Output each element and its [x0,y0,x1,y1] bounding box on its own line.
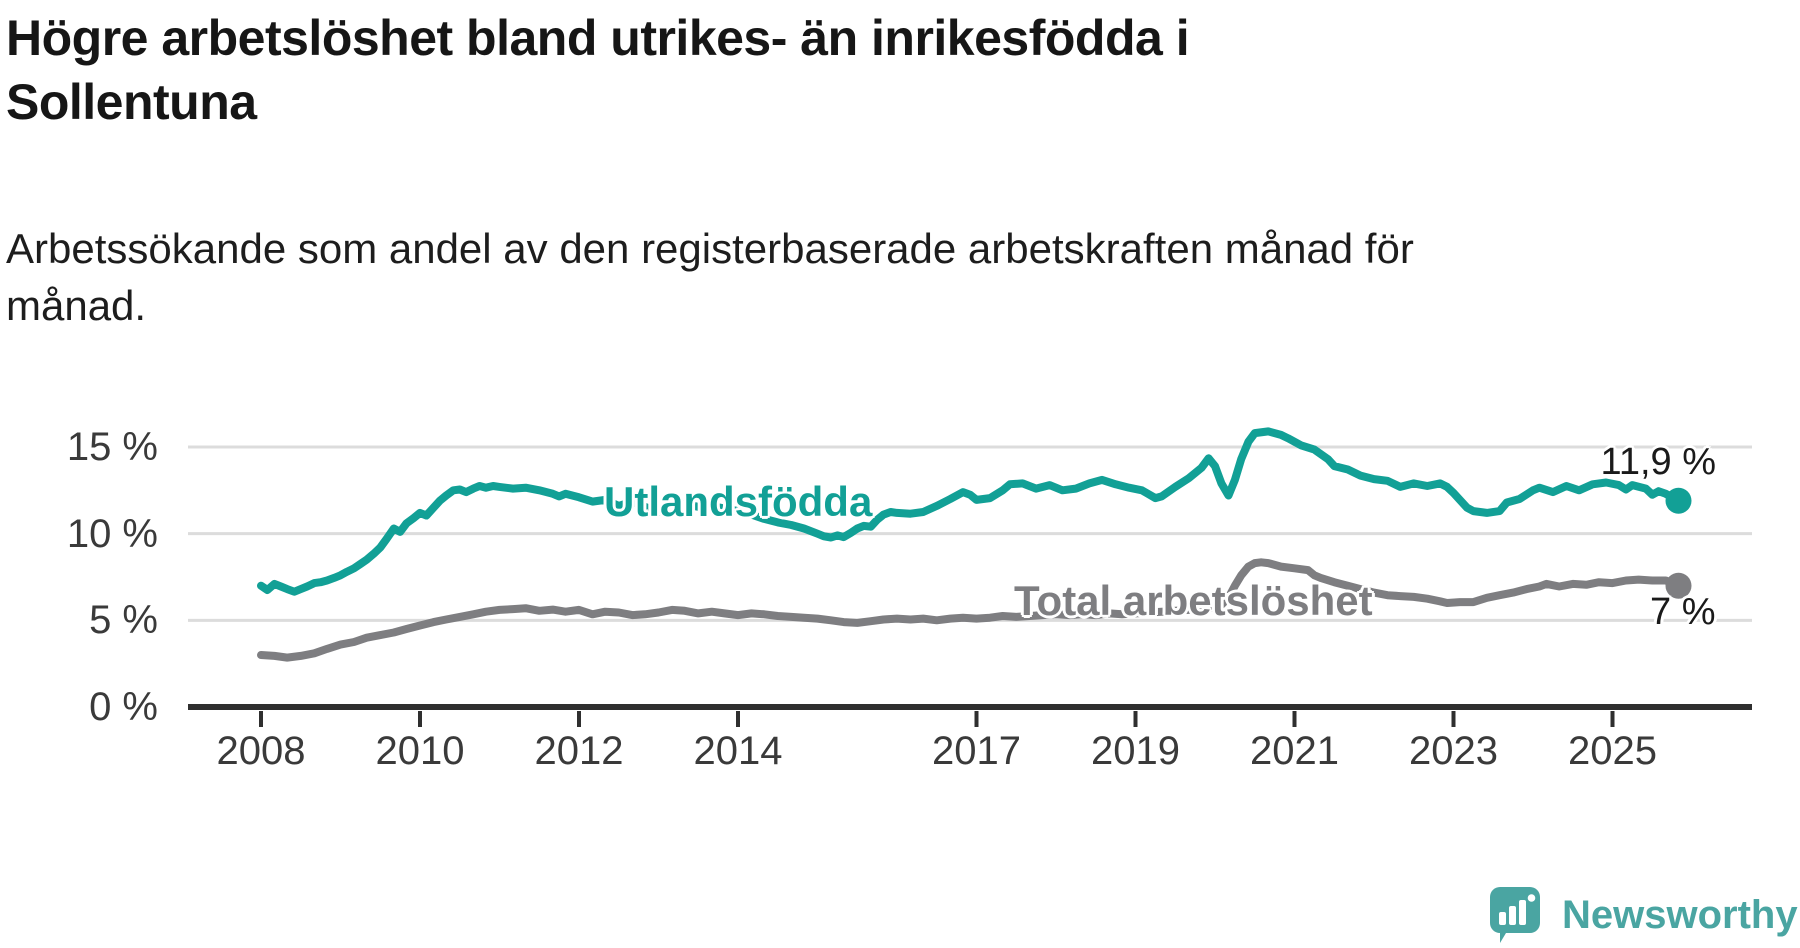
page-subtitle-line-1: Arbetssökande som andel av den registerb… [6,225,1414,272]
series-line-total-arbetsl-shet [257,558,1683,662]
y-tick-label-10: 10 % [66,511,158,556]
series-end-dot-utlandsf-dda [1665,487,1692,514]
series-line-utlandsf-dda [257,427,1683,596]
x-tick-label-2014: 2014 [693,729,783,773]
end-value-label-utlandsfodda: 11,9 % [1600,441,1716,483]
newsworthy-wordmark: Newsworthy [1562,893,1798,937]
newsworthy-brand: Newsworthy [1490,886,1798,944]
page-title-line-2: Sollentuna [6,74,257,130]
y-tick-label-15: 15 % [66,425,158,469]
series-end-dot-total-arbetsl-shet [1665,572,1692,599]
page-title: Högre arbetslöshet bland utrikes- än inr… [6,6,1746,134]
x-tick-label-2023: 2023 [1409,729,1498,773]
x-tick-label-2012: 2012 [534,729,624,773]
y-tick-label-0: 0 % [89,685,158,729]
y-tick-label-5: 5 % [89,598,158,643]
x-tick-label-2010: 2010 [375,729,465,773]
x-tick-label-2021: 2021 [1250,729,1339,773]
newsworthy-logo-icon [1490,887,1540,943]
series-label-total-arbetsloshet: Total arbetslöshet [1014,577,1373,624]
x-tick-label-2017: 2017 [932,729,1021,773]
page-title-line-1: Högre arbetslöshet bland utrikes- än inr… [6,10,1190,66]
x-tick-label-2019: 2019 [1091,729,1180,773]
x-tick-label-2025: 2025 [1568,729,1657,773]
end-value-label-total: 7 % [1650,591,1716,633]
series-label-utlandsfodda: Utlandsfödda [604,478,873,525]
x-tick-label-2008: 2008 [216,729,306,773]
page-subtitle-line-2: månad. [6,282,147,329]
page-subtitle: Arbetssökande som andel av den registerb… [6,220,1746,334]
